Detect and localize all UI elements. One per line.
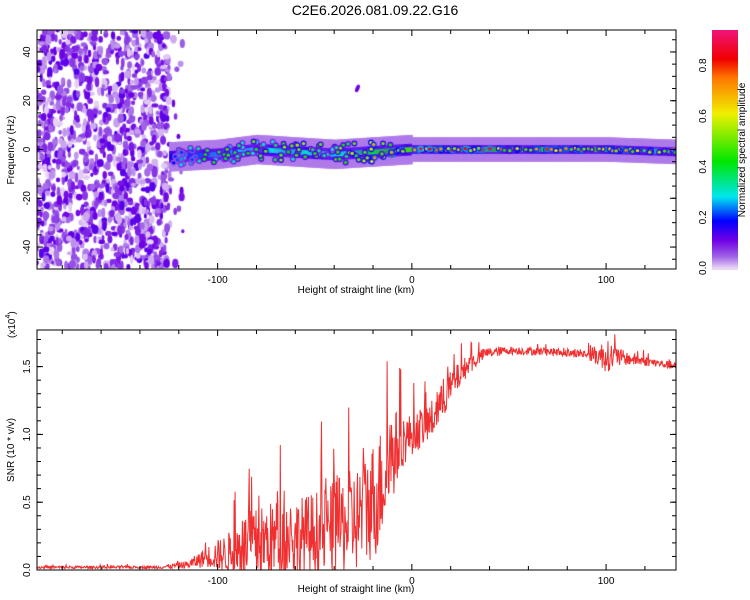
colorbar-tick-label: 0.6 (698, 109, 709, 123)
colorbar-tick-label: 0.2 (698, 210, 709, 224)
y-tick-label: 0 (22, 146, 33, 152)
colorbar-tick-label: 0.4 (698, 159, 709, 173)
plot-frame (36, 329, 677, 571)
snr-line (36, 334, 677, 571)
x-tick-label: 0 (409, 275, 415, 286)
x-tick-label: 100 (598, 576, 615, 587)
colorbar-tick-label: 0.8 (698, 58, 709, 72)
y-tick-label: 1.5 (22, 359, 33, 373)
bottom-x-label: Height of straight line (km) (298, 584, 415, 595)
svg-text:(x104): (x104) (5, 311, 18, 338)
x-tick-label: -100 (208, 576, 228, 587)
chart-title: C2E6.2026.081.09.22.G16 (291, 2, 459, 18)
y-scale-factor: (x104) (5, 311, 18, 338)
colorbar-tick-label: 0.0 (698, 261, 709, 275)
y-tick-label: 1.0 (22, 427, 33, 441)
y-tick-label: -20 (22, 191, 33, 206)
top-x-label: Height of straight line (km) (298, 285, 415, 296)
top-plot-axes: -100 0 100 -40 -20 0 20 40 (22, 29, 677, 286)
top-y-label: Frequency (Hz) (6, 116, 17, 185)
x-tick-label: -100 (208, 275, 228, 286)
y-tick-label: 0.0 (22, 563, 33, 577)
colorbar (712, 30, 738, 270)
y-tick-label: 0.5 (22, 495, 33, 509)
bottom-plot-axes: -100 0 100 0.0 0.5 1.0 1.5 (22, 329, 677, 587)
bottom-y-label: SNR (10 * v/v) (6, 418, 17, 482)
y-scale-exp: 4 (5, 315, 12, 319)
y-scale-base: (x10 (7, 318, 18, 338)
x-tick-label: 100 (598, 275, 615, 286)
plot-frame (36, 29, 677, 270)
colorbar-label: Normalized spectral amplitude (737, 82, 748, 217)
snr-series (36, 334, 677, 571)
y-tick-label: 40 (22, 46, 33, 58)
x-tick-label: 0 (409, 576, 415, 587)
spectrogram-heatmap (37, 30, 676, 269)
y-tick-label: -40 (22, 239, 33, 254)
colorbar-ticks: 0.0 0.2 0.4 0.6 0.8 (698, 58, 709, 275)
y-tick-label: 20 (22, 95, 33, 107)
